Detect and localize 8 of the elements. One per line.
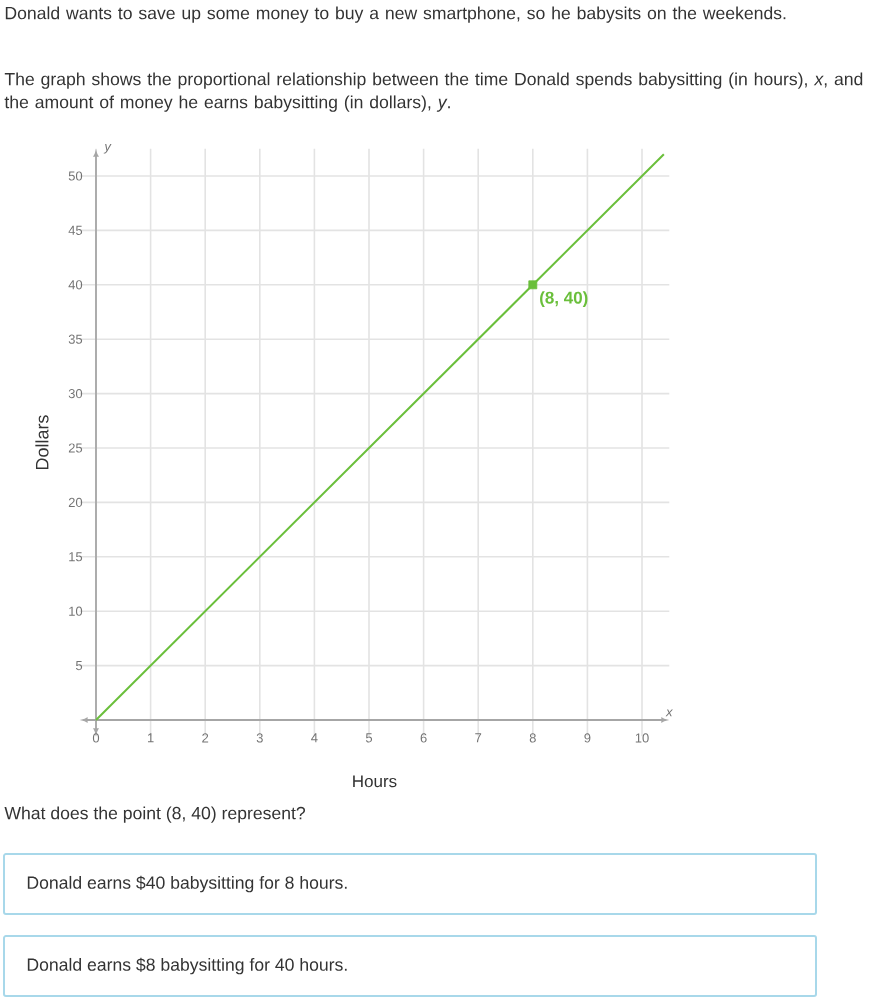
x-axis-title: Hours: [353, 775, 397, 788]
chart-title: Donald wants to save up some money to buy a new smartphone, so he babysits on the weekends.: [5, 6, 786, 23]
annotation: (8, 40): [540, 291, 588, 308]
text: What does the point (8, 40) represent?: [4, 806, 306, 823]
text: Donald earns $8 babysitting for 40 hours.: [27, 957, 347, 975]
text: Donald earns $40 babysitting for 8 hours.: [27, 875, 347, 893]
text: The graph shows the proportional relationship between the time Donald spends babysitting (in hours), x, and the amount of money he earns babysitting (in dollars), y.: [4, 72, 863, 112]
y-axis-title: Dollars: [35, 415, 49, 470]
